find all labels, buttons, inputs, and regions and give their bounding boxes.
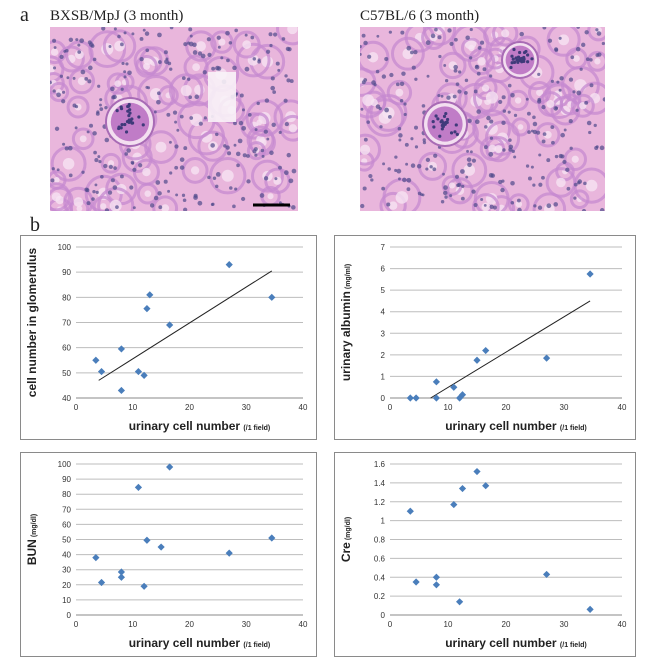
data-point — [473, 356, 481, 364]
data-point — [143, 305, 151, 313]
chart-bun: 0 10 20 30 40 50 60 70 80 90 100 0 10 20 30 40 urinary c… — [20, 452, 317, 657]
y-tick-label: 60 — [62, 520, 71, 529]
panel-letter-a: a — [20, 4, 29, 26]
y-tick-label: 40 — [62, 394, 71, 403]
data-point — [92, 554, 100, 562]
y-tick-label: 0.8 — [374, 536, 386, 545]
y-tick-label: 20 — [62, 581, 71, 590]
y-tick-label: 70 — [62, 505, 71, 514]
x-tick-label: 0 — [388, 620, 393, 629]
data-point — [456, 394, 464, 402]
y-tick-label: 10 — [62, 596, 71, 605]
y-axis-label: BUN(mg/dl) — [25, 514, 39, 565]
y-tick-label: 40 — [62, 551, 71, 560]
x-tick-label: 0 — [74, 620, 79, 629]
data-point — [117, 573, 125, 581]
data-point — [157, 543, 165, 551]
y-tick-label: 1 — [381, 517, 386, 526]
data-point — [166, 321, 174, 329]
x-tick-label: 30 — [242, 403, 251, 412]
x-tick-label: 30 — [560, 403, 569, 412]
x-tick-label: 10 — [128, 620, 137, 629]
panel-letter-b: b — [30, 214, 40, 236]
chart-frame — [334, 235, 636, 440]
chart-glomerulus-cells: 40 50 60 70 80 90 100 0 10 20 30 40 urinary cell num… — [20, 235, 317, 440]
y-tick-label: 6 — [381, 265, 386, 274]
y-axis-label: Cre(mg/dl) — [339, 517, 353, 562]
y-tick-label: 0.2 — [374, 592, 386, 601]
chart-urinary-albumin: 0 1 2 3 4 5 6 7 0 10 20 30 40 urinary cell number (/1… — [334, 235, 636, 440]
caption-c57bl6: C57BL/6 (3 month) — [360, 8, 480, 24]
y-tick-label: 90 — [62, 475, 71, 484]
x-tick-label: 10 — [128, 403, 137, 412]
x-tick-label: 40 — [299, 620, 308, 629]
y-tick-label: 100 — [58, 243, 72, 252]
x-tick-label: 0 — [74, 403, 79, 412]
y-axis-label: urinary albumin(mg/ml) — [339, 264, 353, 381]
y-tick-label: 100 — [58, 460, 72, 469]
x-tick-label: 30 — [560, 620, 569, 629]
x-tick-label: 10 — [444, 403, 453, 412]
y-tick-label: 60 — [62, 344, 71, 353]
trendline — [430, 300, 591, 399]
y-tick-label: 1 — [381, 372, 386, 381]
x-axis-label: urinary cell number (/1 field) — [129, 419, 271, 433]
y-tick-label: 30 — [62, 566, 71, 575]
x-tick-label: 10 — [444, 620, 453, 629]
y-tick-label: 4 — [381, 308, 386, 317]
data-point — [134, 367, 143, 376]
y-tick-label: 70 — [62, 319, 71, 328]
x-axis-label: urinary cell number (/1 field) — [129, 636, 271, 650]
y-tick-label: 50 — [62, 369, 71, 378]
x-tick-label: 20 — [502, 403, 511, 412]
y-tick-label: 50 — [62, 536, 71, 545]
x-axis-label: urinary cell number (/1 field) — [445, 419, 587, 433]
x-tick-label: 20 — [185, 403, 194, 412]
x-tick-label: 40 — [618, 403, 627, 412]
x-tick-label: 0 — [388, 403, 393, 412]
x-axis-label: urinary cell number (/1 field) — [445, 636, 587, 650]
y-tick-label: 7 — [381, 243, 386, 252]
data-point — [97, 367, 106, 376]
y-tick-label: 1.6 — [374, 460, 386, 469]
data-point — [473, 467, 481, 476]
y-tick-label: 0 — [381, 394, 386, 403]
x-tick-label: 40 — [299, 403, 308, 412]
data-point — [458, 484, 467, 493]
data-point — [406, 507, 414, 515]
y-tick-label: 1.4 — [374, 479, 386, 488]
data-point — [117, 345, 125, 353]
y-tick-label: 1.2 — [374, 498, 386, 507]
y-tick-label: 80 — [62, 490, 71, 499]
data-point — [432, 394, 440, 402]
y-tick-label: 0 — [381, 611, 386, 620]
data-point — [412, 394, 420, 402]
caption-bxsb: BXSB/MpJ (3 month) — [50, 8, 184, 24]
y-tick-label: 3 — [381, 329, 386, 338]
data-point — [406, 394, 414, 402]
x-tick-label: 40 — [618, 620, 627, 629]
y-tick-label: 90 — [62, 268, 71, 277]
x-tick-label: 30 — [242, 620, 251, 629]
y-axis-label: cell number in glomerulus — [25, 248, 39, 398]
y-tick-label: 0 — [67, 611, 72, 620]
y-tick-label: 80 — [62, 293, 71, 302]
micrograph-c57bl6 — [360, 27, 605, 211]
data-point — [140, 582, 148, 590]
y-tick-label: 0.4 — [374, 573, 386, 582]
data-point — [92, 356, 100, 364]
y-tick-label: 0.6 — [374, 554, 386, 563]
y-tick-label: 2 — [381, 351, 386, 360]
data-point — [458, 391, 467, 399]
micrograph-bxsb — [50, 27, 298, 211]
chart-cre: 0 0.2 0.4 0.6 0.8 1 1.2 1.4 1.6 0 10 20 30 40 urinary … — [334, 452, 636, 657]
x-tick-label: 20 — [502, 620, 511, 629]
trendline — [98, 270, 273, 381]
data-point — [117, 386, 125, 395]
y-tick-label: 5 — [381, 286, 386, 295]
x-tick-label: 20 — [185, 620, 194, 629]
chart-frame — [20, 235, 317, 440]
data-point — [143, 536, 151, 544]
